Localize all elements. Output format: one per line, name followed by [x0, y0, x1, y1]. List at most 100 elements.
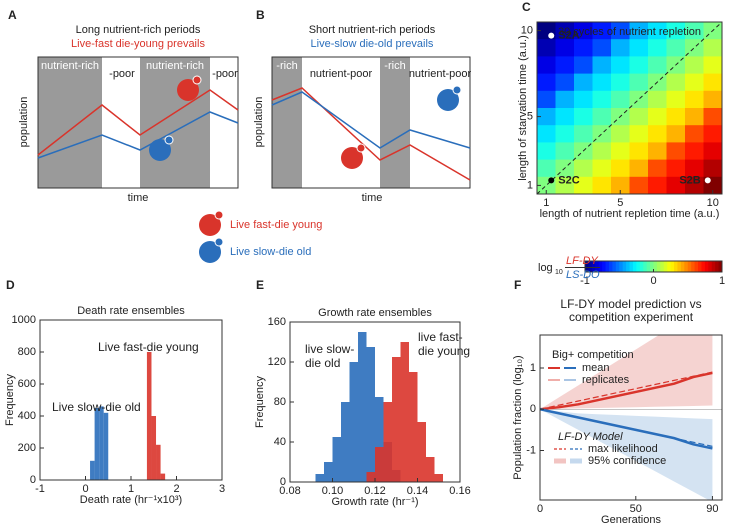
- heat-cell: [629, 142, 649, 161]
- x-tick-label: 10: [707, 197, 719, 209]
- panel-letter: B: [256, 8, 265, 22]
- heat-cell: [648, 22, 667, 40]
- x-tick-label: 2: [173, 483, 179, 495]
- annotation-point: [548, 177, 555, 184]
- x-label: time: [128, 192, 149, 204]
- colorbar-step: [718, 261, 723, 272]
- heat-cell: [685, 159, 704, 178]
- colorbar-step: [585, 261, 589, 272]
- heat-cell: [629, 176, 649, 195]
- y-label: population: [18, 97, 30, 148]
- heat-cell: [574, 90, 593, 109]
- colorbar-step: [588, 261, 593, 272]
- panel-title: competition experiment: [569, 310, 694, 324]
- x-tick-label: 0.16: [449, 485, 470, 497]
- heat-cell: [666, 125, 686, 143]
- hist-bar: [383, 402, 392, 482]
- x-tick-label: 5: [617, 197, 623, 209]
- colorbar-step: [608, 261, 613, 272]
- heat-cell: [555, 108, 575, 126]
- y-tick-label: 40: [274, 436, 286, 448]
- heat-cell: [592, 176, 612, 195]
- legend-label: Live fast-die young: [230, 219, 322, 231]
- region-label: -poor: [212, 68, 238, 80]
- heat-cell: [685, 108, 704, 126]
- heat-cell: [685, 90, 704, 109]
- colorbar-step: [656, 261, 661, 272]
- colorbar-step: [694, 261, 699, 272]
- heat-cell: [648, 159, 667, 178]
- heat-cell: [685, 56, 704, 75]
- legend-label: max likelihood: [588, 443, 658, 455]
- series-label: Live fast-die young: [98, 340, 199, 354]
- heat-cell: [592, 90, 612, 109]
- y-tick-label: -1: [526, 444, 536, 456]
- hist-bar: [103, 412, 109, 480]
- heat-cell: [574, 176, 593, 195]
- colorbar-step: [653, 261, 658, 272]
- heat-cell: [648, 56, 667, 75]
- y-tick-label: 80: [274, 396, 286, 408]
- colorbar-step: [663, 261, 668, 272]
- panel-title: Short nutrient-rich periods: [309, 24, 436, 36]
- colorbar-step: [632, 261, 637, 272]
- x-tick-label: -1: [35, 483, 45, 495]
- slow-curve: [271, 91, 471, 149]
- heat-cell: [629, 22, 649, 40]
- hist-bar: [375, 397, 384, 482]
- heat-cell: [629, 159, 649, 178]
- y-tick-label: 400: [18, 410, 36, 422]
- colorbar-step: [629, 261, 634, 272]
- y-label: population: [253, 97, 265, 148]
- cell-bud: [452, 85, 462, 95]
- colorbar-step: [598, 261, 603, 272]
- rich-period: [380, 57, 410, 188]
- heat-cell: [592, 159, 612, 178]
- hist-bar: [332, 437, 341, 482]
- y-label: Frequency: [4, 374, 16, 426]
- heat-cell: [537, 90, 556, 109]
- y-tick-label: 800: [18, 346, 36, 358]
- heat-cell: [703, 108, 723, 126]
- heat-cell: [537, 108, 556, 126]
- x-label: time: [362, 192, 383, 204]
- x-tick-label: 0: [82, 483, 88, 495]
- annotation-point: [704, 177, 711, 184]
- heat-cell: [611, 90, 630, 109]
- annotation: S2B: [679, 174, 700, 186]
- heat-cell: [648, 125, 667, 143]
- plot-area: [540, 335, 722, 500]
- plot-frame: [536, 21, 723, 195]
- x-tick-label: 0.08: [279, 485, 300, 497]
- panel-letter: A: [8, 8, 17, 22]
- y-tick-label: 200: [18, 442, 36, 454]
- annotation: S2C: [558, 174, 579, 186]
- colorbar-step: [602, 261, 607, 272]
- diagonal: [536, 21, 723, 195]
- heat-cell: [685, 73, 704, 92]
- y-label: Frequency: [254, 376, 266, 428]
- y-tick-label: 600: [18, 378, 36, 390]
- heat-cell: [685, 22, 704, 40]
- x-label: Generations: [601, 514, 661, 526]
- cell-icon: [177, 79, 199, 101]
- colorbar-step: [591, 261, 596, 272]
- colorbar-base: 10: [555, 269, 563, 276]
- region-label: -poor: [109, 68, 135, 80]
- series-label: Live slow-die old: [52, 400, 141, 414]
- confidence-band: [540, 409, 713, 500]
- y-label: Population fraction (log₁₀): [512, 355, 524, 479]
- heat-cell: [629, 90, 649, 109]
- colorbar-step: [701, 261, 706, 272]
- heat-cell: [611, 56, 630, 75]
- cell-icon: [149, 139, 171, 161]
- x-tick-label: 0.12: [364, 485, 385, 497]
- hist-bar: [156, 444, 161, 480]
- hist-bar: [341, 402, 350, 482]
- y-tick-label: 120: [268, 356, 286, 368]
- hist-bar: [366, 347, 375, 482]
- colorbar-step: [643, 261, 648, 272]
- series-label: die old: [305, 356, 340, 370]
- y-tick-label: 0: [280, 476, 286, 488]
- mean-line: [540, 371, 713, 411]
